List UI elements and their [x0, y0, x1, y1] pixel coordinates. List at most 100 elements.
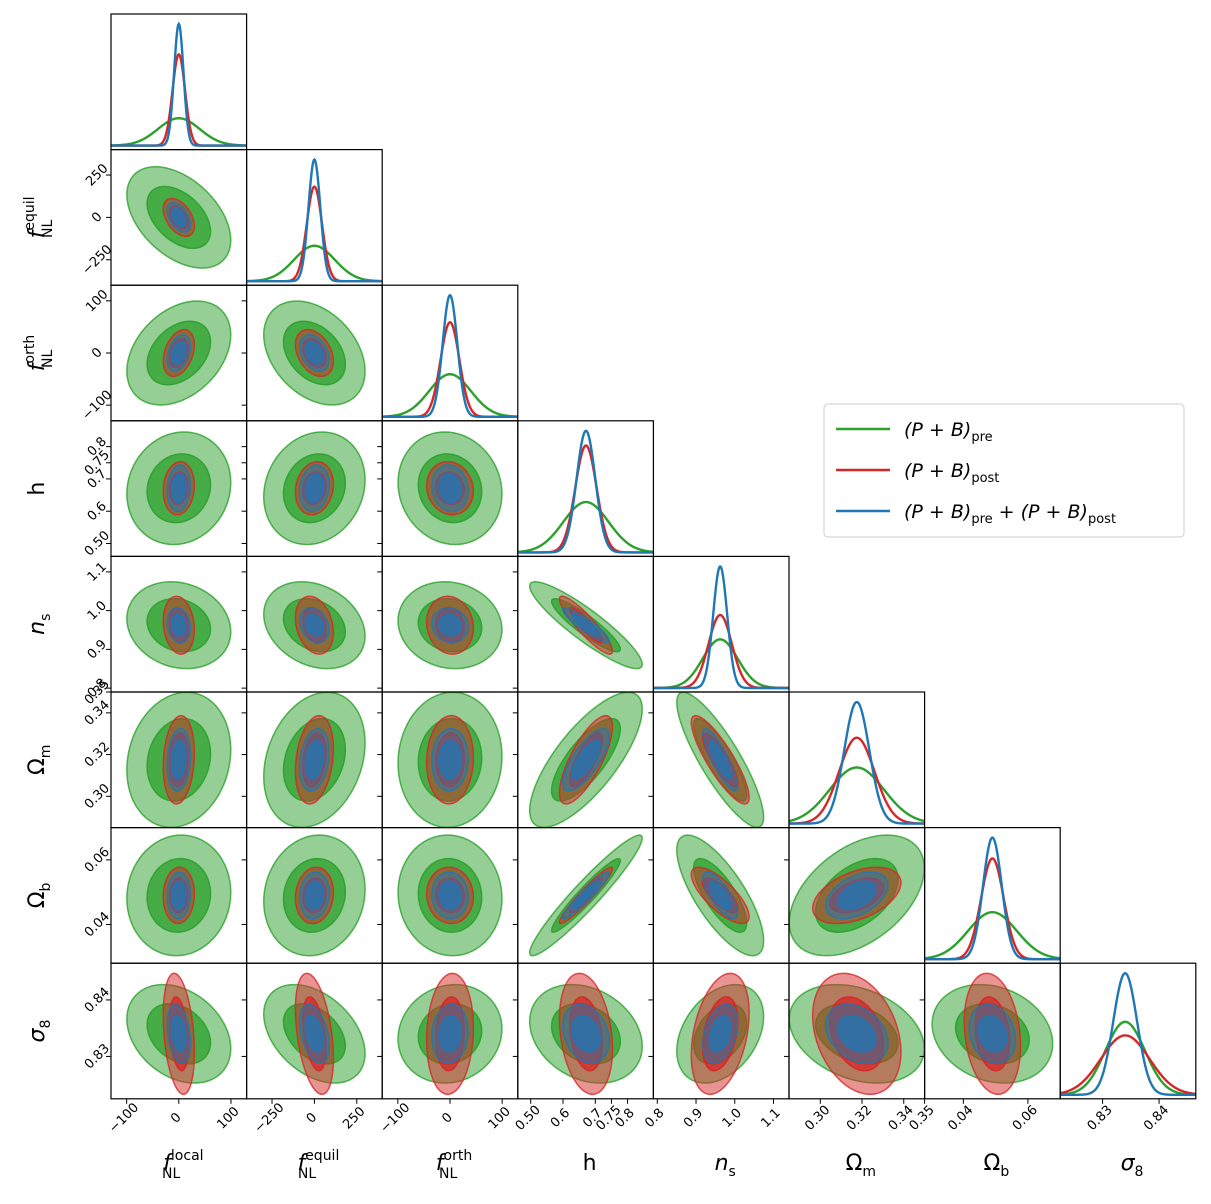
- xtick-label-h-0: 0.50: [513, 1103, 544, 1134]
- panel-frame: [652, 555, 790, 693]
- contour-1sigma-omega_b-fnl_orth-series-2: [438, 880, 462, 911]
- yaxis-label-omega_m: Ωm: [25, 745, 54, 775]
- marginal-omega_m-series-1: [789, 736, 925, 825]
- xtick-label-omega_m-1: 0.32: [844, 1103, 875, 1134]
- contour-1sigma-fnl_orth-fnl_local-series-2: [170, 341, 187, 365]
- xtick-label-omega_b-1: 0.06: [1010, 1103, 1041, 1134]
- legend: (P + B)pre (P + B)post (P + B)pre + (P +…: [823, 403, 1185, 538]
- marginal-h-series-1: [517, 444, 654, 554]
- marginal-fnl_local-series-2: [111, 21, 247, 147]
- contour-1sigma-sigma8-fnl_orth-series-2: [438, 1015, 462, 1053]
- ytick-label-h-1: 0.6: [85, 499, 110, 524]
- panel-ns-vs-ns: [652, 555, 790, 693]
- contour-1sigma-omega_m-fnl_orth-series-2: [438, 740, 462, 780]
- xtick-label-ns-2: 1.0: [720, 1106, 745, 1131]
- panel-sigma8-vs-omega_m: 0.30 0.32 0.340.35: [784, 962, 938, 1134]
- legend-box: [823, 403, 1185, 538]
- xtick-label-ns-0: 0.8: [642, 1106, 667, 1131]
- marginal-sigma8-series-0: [1060, 1020, 1196, 1096]
- panel-fnl_orth-vs-fnl_orth: [381, 284, 519, 422]
- xtick-label-omega_b-0: 0.04: [945, 1103, 976, 1134]
- marginal-fnl_local-series-0: [111, 117, 247, 147]
- corner-panels: −2500250−10001000.500.60.70.750.80.80.91…: [79, 13, 1197, 1136]
- legend-label-pre: (P + B)pre: [904, 419, 993, 445]
- panel-ns-vs-fnl_local: 0.80.91.01.1: [85, 555, 248, 701]
- panel-omega_m-vs-omega_m: [788, 691, 926, 829]
- contour-1sigma-omega_b-ns-series-2: [708, 880, 732, 911]
- marginal-omega_m-series-2: [789, 700, 925, 825]
- contour-1sigma-omega_m-fnl_local-series-2: [170, 740, 187, 780]
- xtick-label-omega_m-0: 0.30: [802, 1103, 833, 1134]
- panel-frame: [923, 826, 1061, 964]
- xtick-label-fnl_equil-1: 0: [304, 1110, 320, 1126]
- panel-sigma8-vs-omega_b: 0.04 0.06: [919, 962, 1061, 1134]
- marginal-ns-series-0: [653, 638, 789, 690]
- xtick-label-fnl_local-1: 0: [168, 1110, 184, 1126]
- contour-1sigma-omega_b-fnl_equil-series-2: [304, 880, 325, 911]
- panel-omega_m-vs-fnl_equil: [241, 691, 383, 829]
- marginal-h-series-2: [517, 429, 654, 554]
- yaxis-label-fnl_equil: fequil NL: [22, 196, 56, 238]
- xtick-label-h-1: 0.6: [548, 1106, 573, 1131]
- yaxis-label-fnl_orth: forth NL: [22, 335, 56, 371]
- panel-frame: [517, 420, 654, 557]
- yaxis-label-sigma8: σ8: [25, 1020, 54, 1043]
- xtick-label-fnl_orth-2: 100: [486, 1104, 514, 1132]
- marginal-ns-series-2: [653, 565, 789, 690]
- yaxis-label-omega_b: Ωb: [25, 882, 54, 908]
- contour-1sigma-ns-fnl_orth-series-2: [438, 613, 462, 637]
- panel-frame: [381, 284, 519, 422]
- contour-1sigma-sigma8-ns-series-2: [708, 1015, 732, 1053]
- xtick-label-fnl_equil-0: −250: [252, 1100, 288, 1136]
- marginal-ns-series-1: [653, 613, 789, 690]
- marginal-sigma8-series-1: [1060, 1034, 1196, 1096]
- panel-sigma8-vs-fnl_equil: −250 0 250: [241, 962, 383, 1136]
- contour-1sigma-fnl_orth-fnl_equil-series-2: [304, 341, 325, 365]
- panel-h-vs-fnl_orth: [377, 420, 519, 557]
- panel-frame: [110, 13, 248, 151]
- yaxis-label-ns: ns: [25, 614, 54, 635]
- contour-1sigma-omega_m-h-series-2: [570, 740, 601, 780]
- contour-1sigma-sigma8-fnl_equil-series-2: [304, 1015, 325, 1053]
- xtick-label-sigma8-1: 0.84: [1141, 1103, 1172, 1134]
- panel-fnl_orth-vs-fnl_equil: [241, 284, 383, 422]
- contour-1sigma-h-fnl_equil-series-2: [304, 473, 325, 504]
- contour-1sigma-h-fnl_orth-series-2: [438, 473, 462, 504]
- legend-label-post: (P + B)post: [904, 460, 999, 486]
- xaxis-label-ns: ns: [715, 1151, 736, 1180]
- marginal-fnl_equil-series-2: [246, 157, 383, 283]
- xaxis-label-fnl_equil: fequil NL: [297, 1148, 339, 1182]
- panel-omega_m-vs-fnl_local: 0.300.320.340.35: [82, 677, 248, 829]
- panel-sigma8-vs-fnl_orth: −100 0 100: [377, 962, 519, 1136]
- marginal-sigma8-series-2: [1060, 971, 1196, 1096]
- panel-h-vs-fnl_local: 0.500.60.70.750.8: [82, 420, 248, 559]
- contour-1sigma-fnl_equil-fnl_local-series-2: [170, 207, 187, 228]
- xtick-label-fnl_orth-1: 0: [439, 1110, 455, 1126]
- marginal-fnl_orth-series-0: [382, 373, 518, 418]
- panel-omega_b-vs-ns: [648, 826, 790, 964]
- panel-ns-vs-fnl_orth: [377, 555, 519, 693]
- panel-omega_b-vs-omega_b: [923, 826, 1061, 964]
- xtick-label-sigma8-0: 0.83: [1085, 1103, 1116, 1134]
- ytick-label-fnl_orth-1: 0: [89, 345, 105, 361]
- panel-sigma8-vs-sigma8: 0.83 0.84: [1059, 962, 1197, 1134]
- marginal-h-series-0: [517, 500, 654, 554]
- ytick-label-fnl_equil-2: 250: [83, 161, 111, 189]
- ytick-label-fnl_orth-2: 100: [83, 287, 111, 315]
- contour-1sigma-sigma8-omega_b-series-2: [977, 1015, 1008, 1053]
- panel-omega_b-vs-fnl_local: 0.040.06: [82, 826, 248, 964]
- marginal-omega_b-series-2: [924, 836, 1061, 961]
- panel-h-vs-h: [517, 420, 654, 557]
- panel-frame: [1059, 962, 1197, 1100]
- panel-fnl_equil-vs-fnl_equil: [246, 149, 383, 286]
- panel-frame: [788, 691, 926, 829]
- xaxis-label-sigma8: σ8: [1121, 1151, 1144, 1180]
- panel-sigma8-vs-ns: 0.8 0.9 1.0 1.1: [642, 962, 790, 1131]
- contour-1sigma-omega_m-fnl_equil-series-2: [304, 740, 325, 780]
- contour-1sigma-h-fnl_local-series-2: [170, 473, 187, 504]
- xtick-label-ns-1: 0.9: [681, 1106, 706, 1131]
- contour-1sigma-omega_b-omega_m-series-2: [837, 880, 877, 911]
- contour-1sigma-ns-fnl_equil-series-2: [304, 613, 325, 637]
